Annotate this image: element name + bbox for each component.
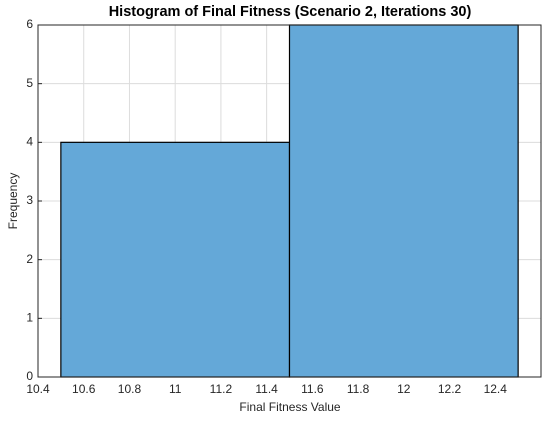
x-tick-label: 10.4 — [26, 382, 50, 396]
x-tick-label: 11.4 — [255, 382, 278, 396]
y-tick-label: 2 — [26, 252, 33, 266]
y-tick-label: 4 — [26, 135, 33, 149]
chart-title: Histogram of Final Fitness (Scenario 2, … — [109, 4, 472, 20]
x-tick-label: 11.2 — [210, 382, 233, 396]
y-tick-label: 3 — [26, 193, 33, 207]
x-tick-label: 11 — [169, 382, 182, 396]
y-tick-label: 1 — [26, 311, 33, 325]
y-axis-label: Frequency — [6, 173, 20, 230]
x-tick-label: 10.8 — [118, 382, 142, 396]
x-tick-label: 12 — [397, 382, 411, 396]
x-tick-label: 12.2 — [438, 382, 462, 396]
x-tick-label: 11.6 — [301, 382, 324, 396]
x-tick-label: 10.6 — [72, 382, 96, 396]
bar — [288, 24, 519, 378]
y-tick-label: 5 — [26, 76, 33, 90]
axes-box — [37, 24, 542, 378]
x-axis-label: Final Fitness Value — [239, 400, 340, 414]
y-tick-label: 0 — [26, 369, 33, 383]
x-tick-label: 11.8 — [347, 382, 370, 396]
x-tick-label: 12.4 — [484, 382, 508, 396]
bar — [60, 141, 291, 378]
y-tick-label: 6 — [26, 17, 33, 31]
